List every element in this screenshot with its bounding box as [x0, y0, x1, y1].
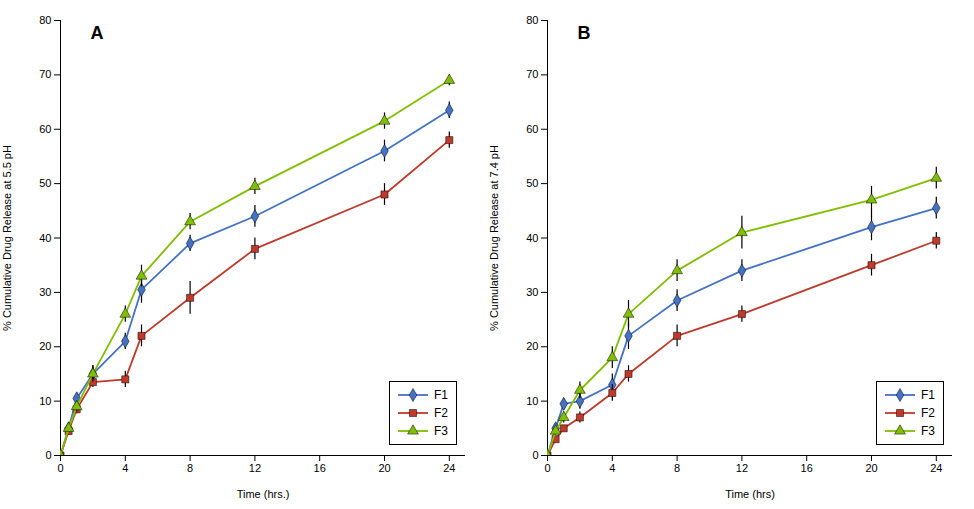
svg-text:60: 60	[526, 123, 538, 135]
html-text:F3: F3	[434, 424, 448, 438]
svg-text:Time (hrs): Time (hrs)	[725, 488, 775, 500]
svg-text:80: 80	[526, 14, 538, 26]
svg-text:70: 70	[39, 68, 51, 80]
svg-text:60: 60	[39, 123, 51, 135]
svg-text:30: 30	[39, 286, 51, 298]
html-text:F1: F1	[921, 388, 935, 402]
svg-text:24: 24	[443, 462, 455, 474]
svg-text:10: 10	[39, 395, 51, 407]
svg-text:50: 50	[39, 177, 51, 189]
svg-text:10: 10	[526, 395, 538, 407]
svg-text:4: 4	[609, 462, 615, 474]
svg-text:B: B	[578, 23, 591, 43]
svg-text:A: A	[91, 23, 104, 43]
html-text:F3: F3	[921, 424, 935, 438]
svg-text:16: 16	[314, 462, 326, 474]
svg-text:70: 70	[526, 68, 538, 80]
svg-text:20: 20	[526, 340, 538, 352]
svg-text:80: 80	[39, 14, 51, 26]
svg-text:40: 40	[39, 232, 51, 244]
svg-text:20: 20	[378, 462, 390, 474]
svg-text:0: 0	[57, 462, 63, 474]
svg-text:8: 8	[187, 462, 193, 474]
html-text:F2: F2	[434, 406, 448, 420]
svg-text:24: 24	[930, 462, 942, 474]
svg-text:% Cumulative Drug Release at 5: % Cumulative Drug Release at 5.5 pH	[1, 145, 13, 331]
svg-text:8: 8	[674, 462, 680, 474]
html-text:F1: F1	[434, 388, 448, 402]
svg-text:Time (hrs.): Time (hrs.)	[237, 488, 290, 500]
svg-text:12: 12	[736, 462, 748, 474]
svg-text:0: 0	[532, 449, 538, 461]
svg-text:30: 30	[526, 286, 538, 298]
svg-text:20: 20	[39, 340, 51, 352]
svg-text:0: 0	[45, 449, 51, 461]
svg-text:% Cumulative Drug Release at 7: % Cumulative Drug Release at 7.4 pH	[488, 145, 500, 331]
svg-text:50: 50	[526, 177, 538, 189]
svg-text:16: 16	[801, 462, 813, 474]
svg-text:4: 4	[122, 462, 128, 474]
svg-text:20: 20	[865, 462, 877, 474]
svg-text:12: 12	[249, 462, 261, 474]
svg-text:0: 0	[544, 462, 550, 474]
html-text:F2: F2	[921, 406, 935, 420]
svg-text:40: 40	[526, 232, 538, 244]
